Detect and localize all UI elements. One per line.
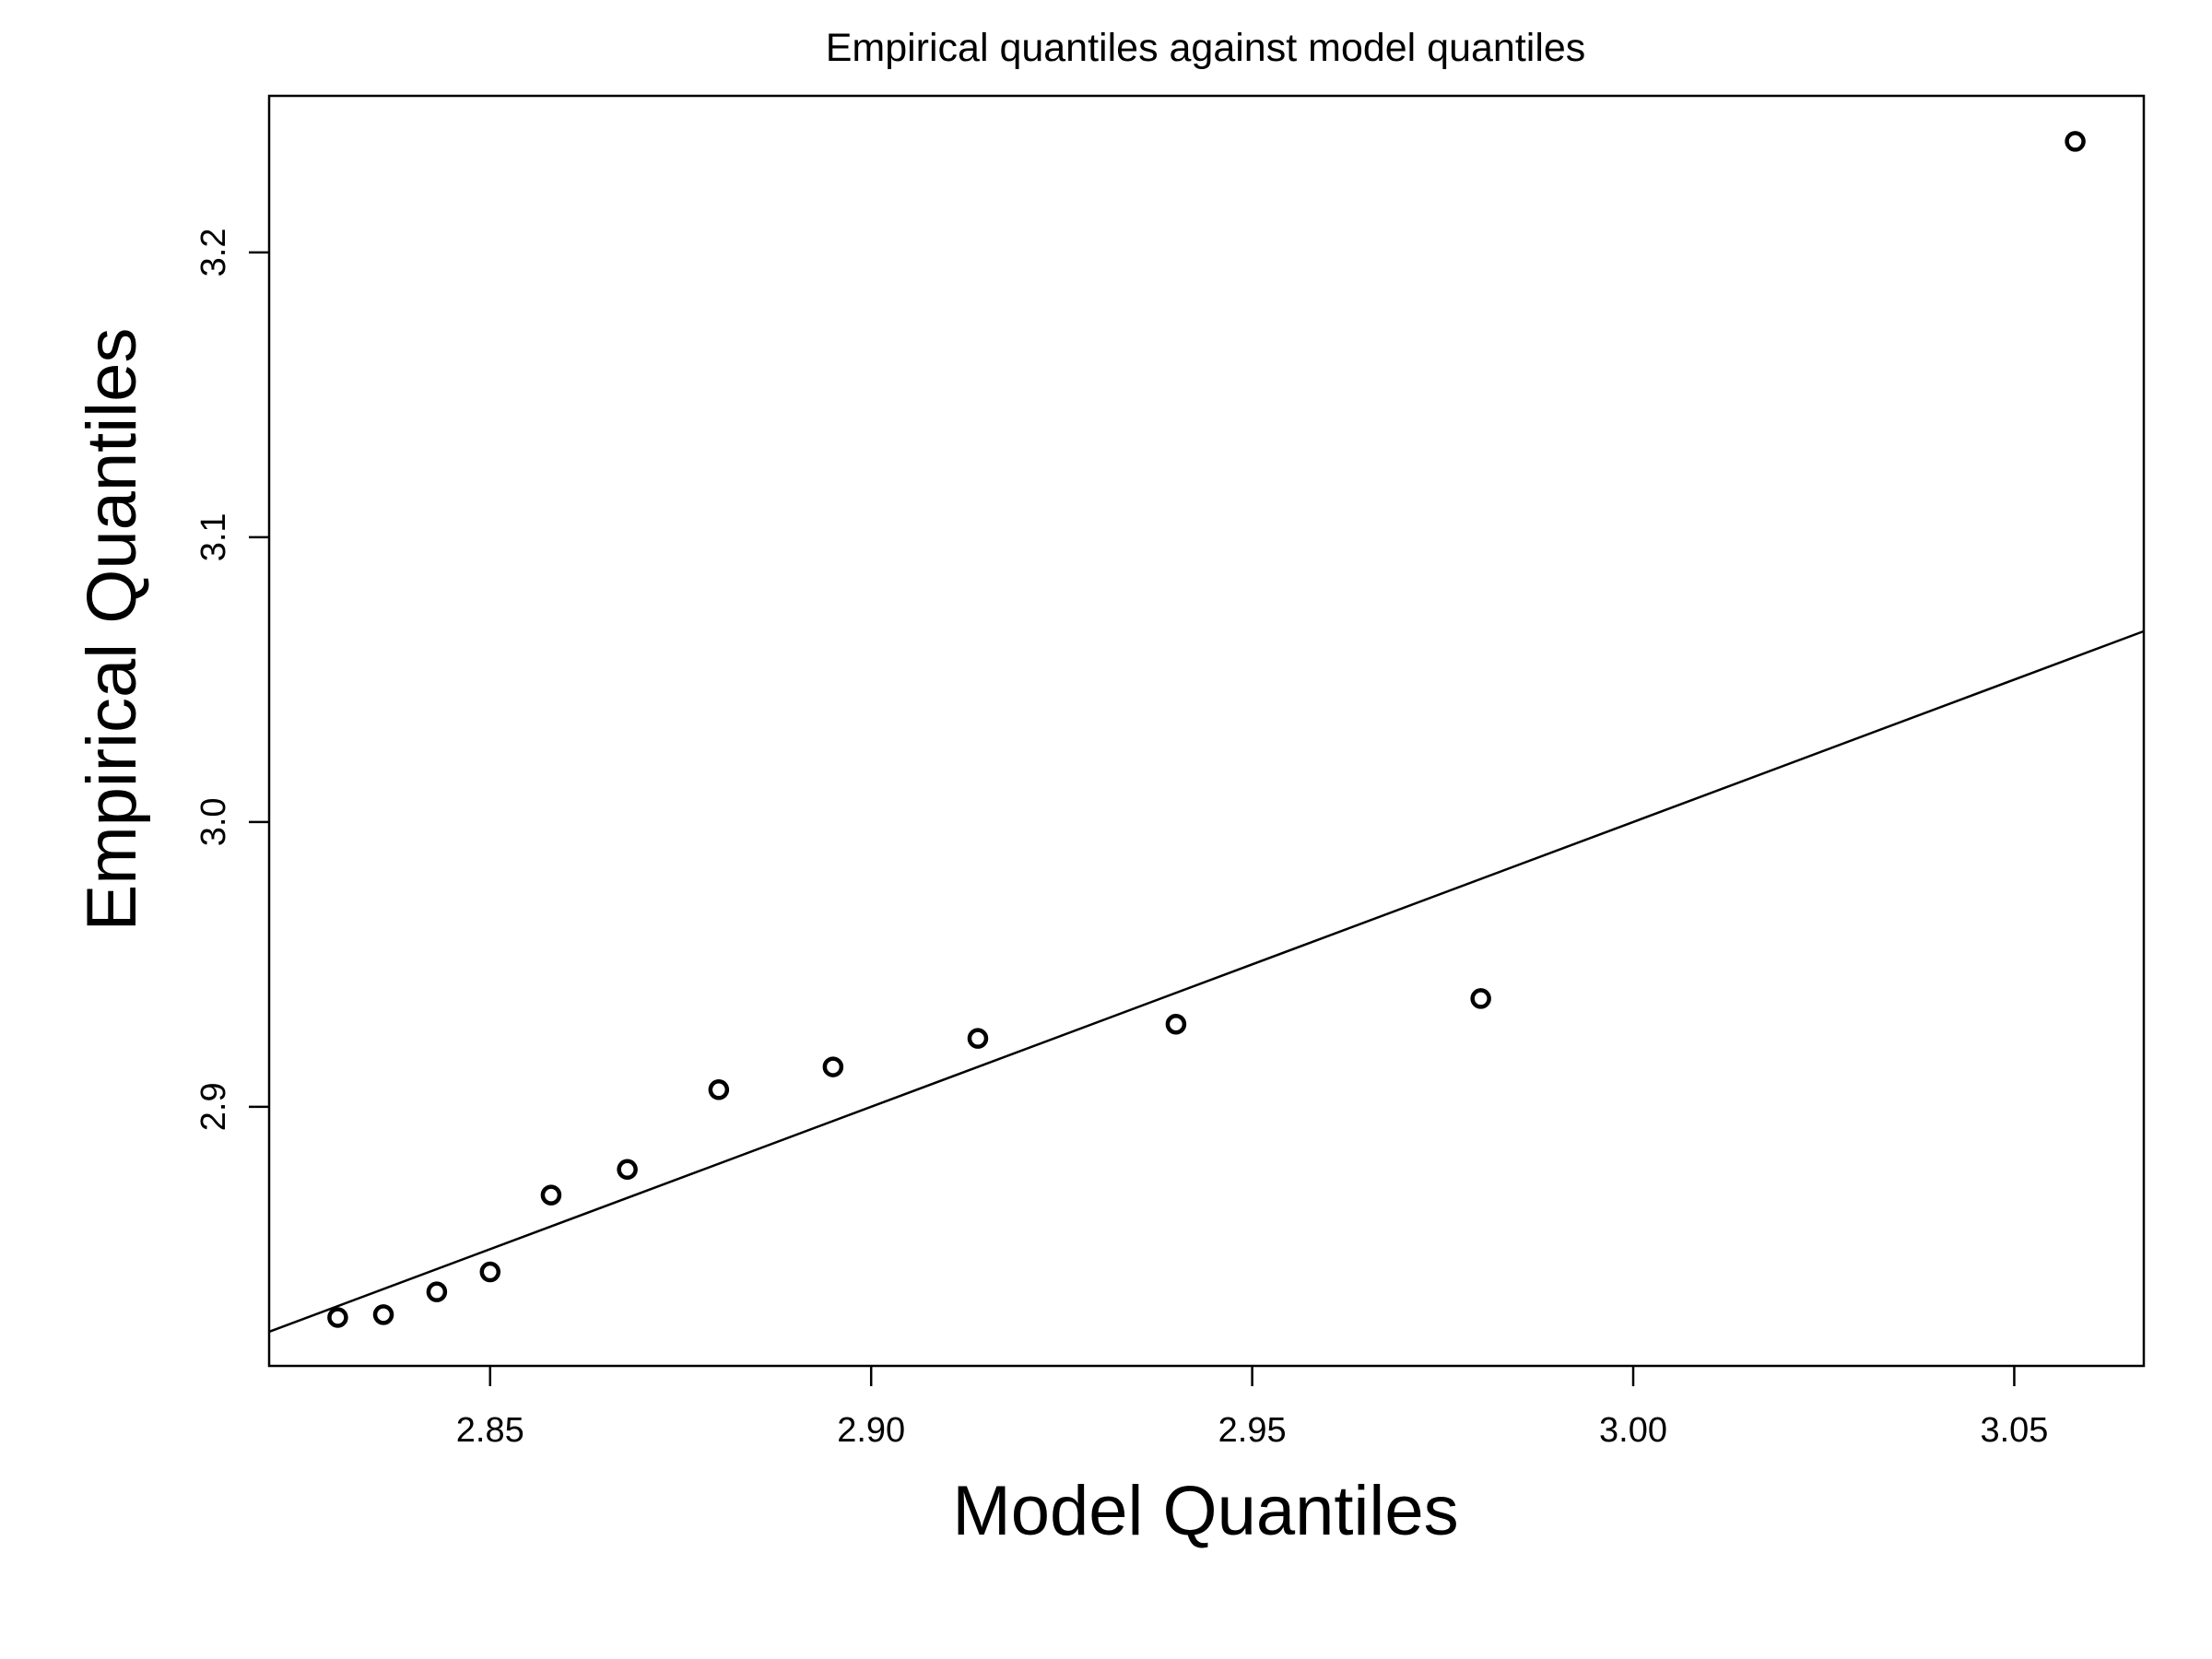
data-point <box>822 1056 844 1077</box>
reference-line <box>268 629 2145 1334</box>
data-point <box>479 1261 501 1283</box>
data-point <box>540 1184 562 1206</box>
data-point <box>708 1079 730 1100</box>
x-tick-label: 3.05 <box>1980 1411 2048 1450</box>
data-point <box>967 1028 989 1049</box>
y-tick-label: 2.9 <box>194 1082 233 1131</box>
data-points <box>327 131 2086 1328</box>
data-point <box>327 1307 348 1328</box>
chart-title: Empirical quantiles against model quanti… <box>826 26 1586 70</box>
reference-line-layer <box>268 629 2145 1334</box>
x-tick-label: 2.85 <box>456 1411 524 1450</box>
x-tick-label: 2.95 <box>1218 1411 1287 1450</box>
data-point <box>1165 1013 1187 1035</box>
x-tick-label: 2.90 <box>837 1411 905 1450</box>
y-tick-label: 3.1 <box>194 512 233 561</box>
data-point <box>617 1159 638 1181</box>
y-axis-label: Empirical Quantiles <box>73 328 151 932</box>
data-point <box>372 1304 394 1325</box>
y-tick-label: 3.0 <box>194 797 233 846</box>
x-axis-label: Model Quantiles <box>952 1472 1458 1550</box>
plot-frame <box>267 94 2146 1368</box>
data-point <box>1470 988 1491 1009</box>
data-point <box>2065 131 2086 152</box>
x-tick-label: 3.00 <box>1599 1411 1667 1450</box>
data-point <box>426 1281 448 1302</box>
y-tick-label: 3.2 <box>194 229 233 277</box>
axes: 2.85 2.90 2.95 3.00 3.05 2.9 3.0 3.1 3.2 <box>194 94 2146 1450</box>
